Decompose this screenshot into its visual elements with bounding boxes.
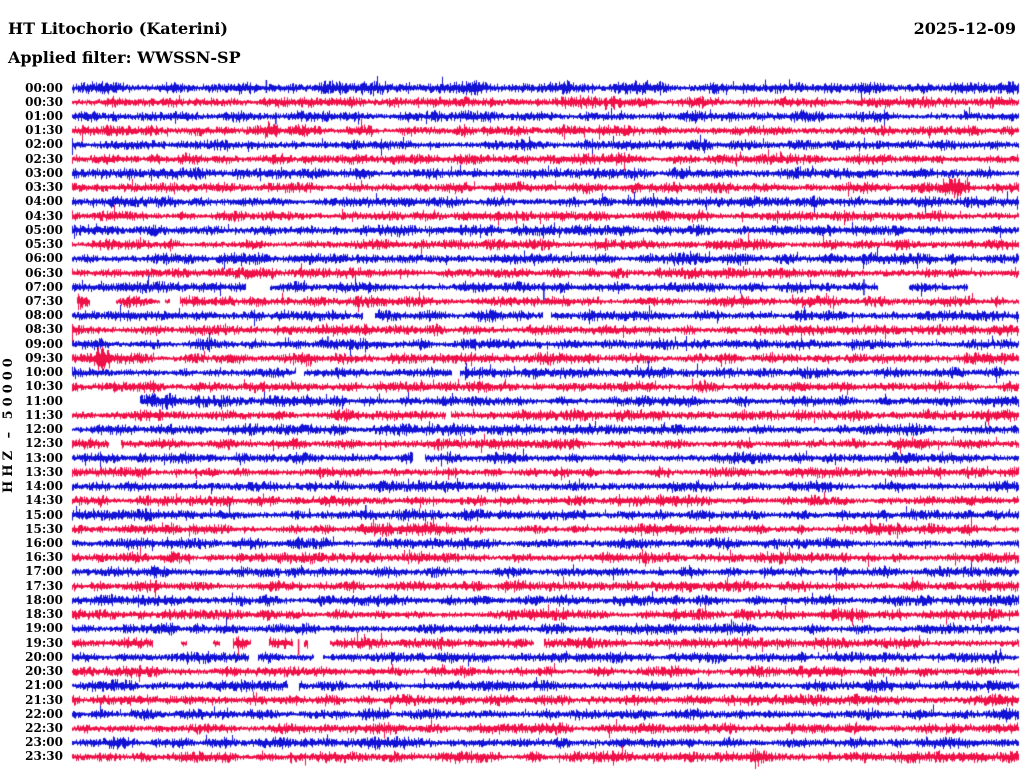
helicorder-page: HT Litochorio (Katerini) 2025-12-09 Appl… [0,0,1024,780]
seismogram-canvas [0,0,1024,780]
